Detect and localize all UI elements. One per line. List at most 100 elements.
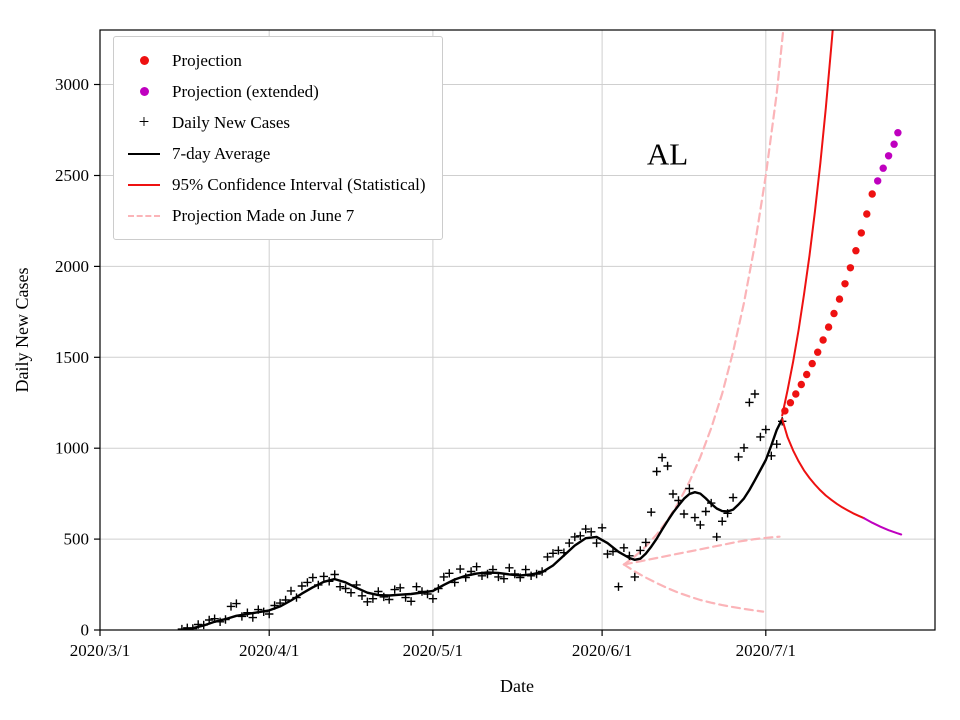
plus-marker [548,549,558,558]
plus-marker [570,532,579,542]
legend-marker-glyph: + [138,111,150,133]
plus-marker [505,563,514,572]
plus-marker [718,517,727,526]
dot-marker [879,164,887,172]
dot-marker [852,247,860,255]
plus-marker [647,508,656,517]
dot-marker [868,190,876,198]
dot-marker [808,359,816,368]
legend-plus-icon: + [126,111,162,133]
plus-marker [445,569,454,578]
axis-layer: 0 500 1000 1500 2000 2500 3000 2020/3/1 2020/4/1… [55,29,936,660]
legend-item: + Daily New Cases [126,107,426,138]
dot-marker [890,140,898,148]
plus-marker [554,546,563,555]
plus-marker [619,543,629,552]
plus-marker [335,582,345,591]
series-avg7-line [180,417,784,630]
x-tick-label: 2020/5/1 [403,641,463,660]
plus-marker [308,573,317,582]
plus-marker [286,586,296,596]
series-ci_upper-line [781,30,834,417]
plus-marker [396,583,405,592]
legend-item: 95% Confidence Interval (Statistical) [126,169,426,200]
legend-line-icon [126,152,162,155]
y-tick-label: 3000 [55,75,89,94]
plus-marker [614,582,623,591]
plus-marker [630,572,639,582]
plus-marker [412,582,421,591]
legend-item-label: 95% Confidence Interval (Statistical) [172,174,426,194]
dot-marker [884,152,893,160]
y-axis-label: Daily New Cases [12,268,32,393]
plus-marker [592,538,601,548]
plus-marker [330,570,339,579]
dot-marker [830,309,838,318]
plot-border [99,29,936,631]
dot-marker [803,370,811,379]
plus-marker [248,613,257,622]
plus-marker [641,538,650,547]
dot-marker [846,264,855,272]
legend-marker-glyph [139,56,149,65]
dot-marker [781,407,789,415]
plus-marker [472,562,481,571]
plus-marker [668,489,678,499]
plus-marker [685,484,694,493]
legend: Projection Projection (extended) + Daily Ne… [113,36,443,240]
legend-item-label: Projection [172,50,242,70]
y-tick-label: 500 [64,530,90,549]
plus-marker [565,538,574,548]
legend-line-icon [126,183,162,186]
series-june7_lower-line [622,563,765,613]
dot-marker [814,348,822,356]
x-tick-label: 2020/3/1 [70,641,130,660]
legend-item-label: 7-day Average [172,143,271,163]
dot-marker [786,399,795,407]
plus-marker [390,585,399,594]
legend-item: Projection (extended) [126,76,426,107]
plus-marker [597,523,607,532]
plus-marker [663,461,672,471]
plus-marker [357,591,367,600]
plus-marker [581,524,590,534]
dot-marker [874,177,882,185]
plus-marker [745,398,754,407]
plus-marker [603,549,612,559]
plus-marker [652,467,661,476]
plus-marker [756,432,765,442]
legend-item-label: Projection Made on June 7 [172,205,355,225]
plus-marker [232,599,241,608]
legend-dashed-icon [126,214,162,217]
state-annotation: AL [647,137,688,172]
dot-marker [824,323,833,331]
plus-marker [368,594,378,603]
y-tick-label: 1500 [55,348,89,367]
legend-item-label: Projection (extended) [172,81,319,101]
plus-marker [679,509,689,519]
y-tick-label: 0 [81,621,90,640]
series-daily-markers [177,389,787,630]
legend-item: Projection Made on June 7 [126,200,426,231]
plus-marker [728,493,738,502]
plus-marker [636,546,645,555]
plus-marker [428,594,438,603]
series-june7_upper-line [622,30,785,566]
series-proj-markers [781,190,876,415]
plus-marker [587,527,596,536]
series-june7_mid-line [622,535,781,566]
plus-marker [346,588,356,597]
y-tick-label: 1000 [55,439,89,458]
plus-marker [226,602,236,611]
dot-marker [797,380,805,389]
x-tick-label: 2020/4/1 [239,641,299,660]
plus-marker [363,597,372,606]
y-tick-label: 2500 [55,166,89,185]
plus-marker [385,595,394,604]
plus-marker [696,520,705,530]
plus-marker [319,572,328,581]
plus-marker [734,452,743,462]
plus-marker [712,532,721,542]
plus-marker [543,552,552,562]
